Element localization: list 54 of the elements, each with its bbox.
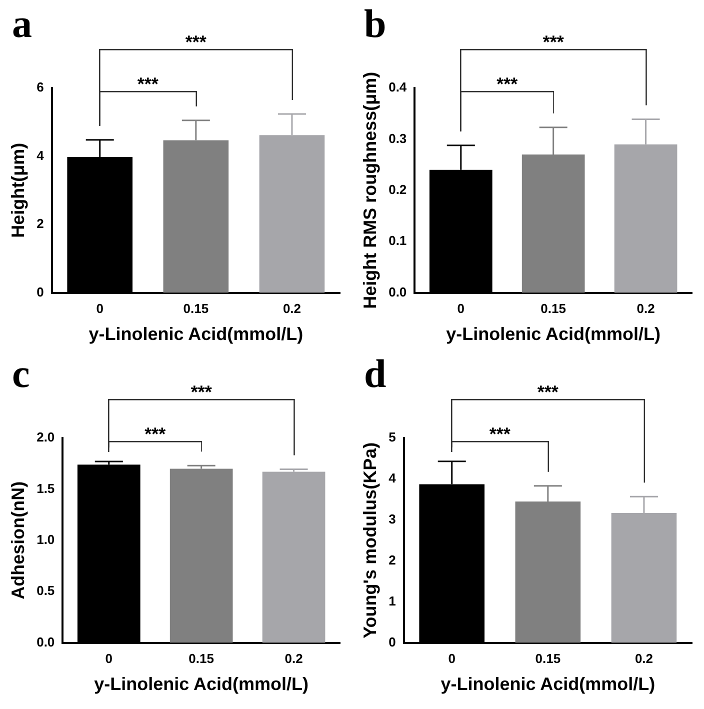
x-tick-label: 0 [105,651,113,666]
chart-title: c [12,350,30,397]
x-axis-title: y-Linolenic Acid(mmol/L) [446,324,661,344]
annotation: *** [496,74,518,94]
y-tick-label: 0.0 [36,634,55,650]
y-tick-label: 0.2 [388,182,407,197]
y-tick-label: 0.4 [388,80,408,95]
chart-title: b [364,0,386,47]
text: *** [542,32,564,52]
text: *** [190,382,212,402]
x-axis-title: y-Linolenic Acid(mmol/L) [94,674,309,694]
y-tick-label: 3 [388,512,396,526]
x-tick-label: 0.2 [284,651,303,666]
x-tick-label: 0.15 [183,301,209,316]
x-axis-title: y-Linolenic Acid(mmol/L) [88,324,304,344]
x-axis-title: y-Linolenic Acid(mmol/L) [440,674,656,694]
chart-title: d [364,350,386,397]
chart-title: a [12,0,32,47]
y-axis-title: Young's modulus(KPa) [360,442,380,638]
y-tick-label: 0.3 [388,130,407,146]
y-tick-label: 0.0 [388,284,407,300]
y-tick-label: 6 [36,80,44,95]
y-tick-label: 1.5 [36,480,55,496]
bar [170,468,233,643]
x-tick-label: 0.2 [282,301,302,316]
y-tick-label: 1 [388,593,396,608]
text: *** [185,32,206,52]
y-tick-label: 2.0 [36,430,55,445]
annotation: *** [489,424,510,444]
y-tick-label: 0.5 [36,583,55,598]
text: *** [537,382,558,402]
x-tick-label: 0 [448,651,456,666]
x-tick-label: 0 [96,301,104,316]
y-tick-label: 0 [36,284,44,300]
y-tick-label: 1.0 [36,532,55,547]
y-tick-label: 5 [388,430,396,445]
y-tick-label: 2 [36,216,44,232]
y-tick-label: 0 [388,634,396,650]
x-tick-label: 0.2 [636,301,655,316]
annotation: *** [144,424,166,444]
y-tick-label: 2 [388,552,396,568]
y-tick-label: 0.1 [388,233,407,248]
y-axis-title: Height RMS roughness(μm) [360,72,380,309]
x-tick-label: 0.15 [540,301,566,316]
y-axis-title: Adhesion(nN) [8,481,28,600]
x-tick-label: 0.15 [535,651,561,666]
y-axis-title: Height(μm) [8,142,28,238]
x-tick-label: 0.2 [634,651,654,666]
y-tick-label: 4 [36,148,45,163]
bar [262,472,326,643]
y-tick-label: 4 [388,470,397,486]
x-tick-label: 0 [457,301,465,316]
x-tick-label: 0.15 [188,651,214,666]
annotation: *** [137,74,158,94]
